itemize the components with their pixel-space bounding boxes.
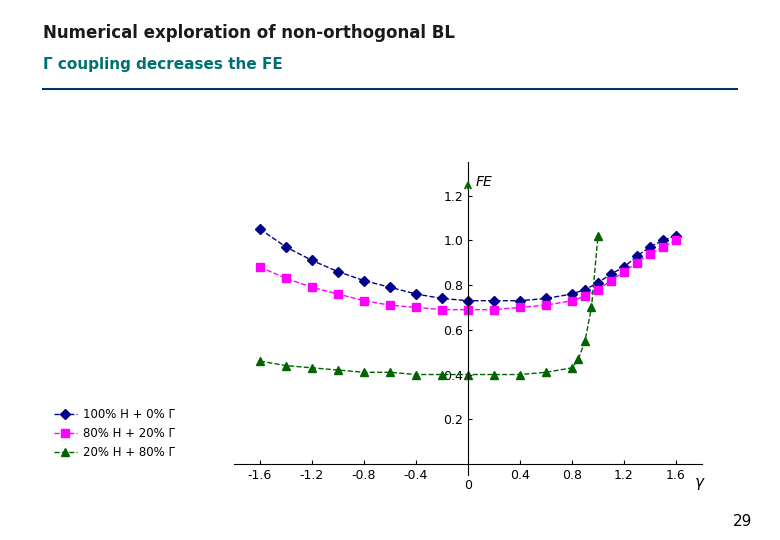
- 80% H + 20% Γ: [633, 259, 642, 266]
- 20% H + 80% Γ: [567, 364, 576, 371]
- 100% H + 0% Γ: [594, 280, 603, 286]
- Legend: 100% H + 0% Γ, 80% H + 20% Γ, 20% H + 80% Γ: 100% H + 0% Γ, 80% H + 20% Γ, 20% H + 80…: [49, 403, 179, 464]
- 20% H + 80% Γ: [489, 372, 498, 378]
- Text: Numerical exploration of non-orthogonal BL: Numerical exploration of non-orthogonal …: [43, 24, 455, 42]
- 100% H + 0% Γ: [658, 237, 668, 244]
- 100% H + 0% Γ: [606, 271, 615, 277]
- 80% H + 20% Γ: [672, 237, 681, 244]
- 100% H + 0% Γ: [516, 298, 525, 304]
- Line: 20% H + 80% Γ: 20% H + 80% Γ: [256, 232, 602, 379]
- 100% H + 0% Γ: [411, 291, 420, 297]
- 100% H + 0% Γ: [489, 298, 498, 304]
- 80% H + 20% Γ: [307, 284, 317, 291]
- 80% H + 20% Γ: [282, 275, 291, 281]
- Text: $\gamma$: $\gamma$: [693, 476, 705, 492]
- 80% H + 20% Γ: [333, 291, 342, 297]
- 80% H + 20% Γ: [463, 306, 473, 313]
- Text: FE: FE: [476, 175, 492, 189]
- 20% H + 80% Γ: [411, 372, 420, 378]
- 20% H + 80% Γ: [438, 372, 447, 378]
- 100% H + 0% Γ: [385, 284, 395, 291]
- 20% H + 80% Γ: [580, 338, 590, 344]
- 20% H + 80% Γ: [463, 372, 473, 378]
- 100% H + 0% Γ: [463, 298, 473, 304]
- 100% H + 0% Γ: [619, 264, 629, 271]
- 80% H + 20% Γ: [255, 264, 264, 271]
- 100% H + 0% Γ: [307, 257, 317, 264]
- Text: 29: 29: [733, 514, 753, 529]
- 100% H + 0% Γ: [438, 295, 447, 302]
- Line: 100% H + 0% Γ: 100% H + 0% Γ: [257, 226, 679, 304]
- 20% H + 80% Γ: [255, 358, 264, 365]
- 100% H + 0% Γ: [541, 295, 551, 302]
- 80% H + 20% Γ: [489, 306, 498, 313]
- 100% H + 0% Γ: [672, 233, 681, 239]
- 80% H + 20% Γ: [541, 302, 551, 308]
- 20% H + 80% Γ: [333, 367, 342, 373]
- 20% H + 80% Γ: [360, 369, 369, 375]
- 80% H + 20% Γ: [645, 251, 654, 257]
- 100% H + 0% Γ: [333, 268, 342, 275]
- 100% H + 0% Γ: [255, 226, 264, 232]
- 80% H + 20% Γ: [606, 278, 615, 284]
- 20% H + 80% Γ: [541, 369, 551, 375]
- 20% H + 80% Γ: [516, 372, 525, 378]
- 20% H + 80% Γ: [385, 369, 395, 375]
- Text: 0: 0: [464, 478, 472, 491]
- 100% H + 0% Γ: [645, 244, 654, 250]
- 80% H + 20% Γ: [411, 304, 420, 310]
- 100% H + 0% Γ: [580, 286, 590, 293]
- 80% H + 20% Γ: [658, 244, 668, 250]
- 20% H + 80% Γ: [282, 362, 291, 369]
- 80% H + 20% Γ: [580, 293, 590, 300]
- 20% H + 80% Γ: [307, 364, 317, 371]
- 80% H + 20% Γ: [567, 298, 576, 304]
- 20% H + 80% Γ: [587, 304, 596, 310]
- 100% H + 0% Γ: [633, 253, 642, 259]
- 80% H + 20% Γ: [594, 286, 603, 293]
- 80% H + 20% Γ: [438, 306, 447, 313]
- 80% H + 20% Γ: [516, 304, 525, 310]
- 80% H + 20% Γ: [360, 298, 369, 304]
- 20% H + 80% Γ: [574, 356, 583, 362]
- 20% H + 80% Γ: [594, 233, 603, 239]
- Line: 80% H + 20% Γ: 80% H + 20% Γ: [256, 236, 680, 314]
- 100% H + 0% Γ: [567, 291, 576, 297]
- 80% H + 20% Γ: [385, 302, 395, 308]
- 100% H + 0% Γ: [360, 278, 369, 284]
- 80% H + 20% Γ: [619, 268, 629, 275]
- 100% H + 0% Γ: [282, 244, 291, 250]
- Text: Γ coupling decreases the FE: Γ coupling decreases the FE: [43, 57, 282, 72]
